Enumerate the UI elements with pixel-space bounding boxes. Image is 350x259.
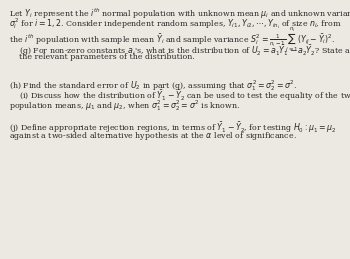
Text: against a two-sided alternative hypothesis at the $\alpha$ level of significance: against a two-sided alternative hypothes… (9, 130, 296, 141)
Text: (i) Discuss how the distribution of $\bar{Y}_1 - \bar{Y}_2$ can be used to test : (i) Discuss how the distribution of $\ba… (19, 88, 350, 103)
Text: (h) Find the standard error of $U_2$ in part (g), assuming that $\sigma_1^2 = \s: (h) Find the standard error of $U_2$ in … (9, 78, 297, 93)
Text: (g) For non-zero constants $a_i$'s, what is the distribution of $U_2 = a_1\bar{Y: (g) For non-zero constants $a_i$'s, what… (19, 44, 350, 58)
Text: $\sigma_i^2$ for $i = 1, 2$. Consider independent random samples, $Y_{i1}, Y_{i2: $\sigma_i^2$ for $i = 1, 2$. Consider in… (9, 16, 342, 31)
Text: population means, $\mu_1$ and $\mu_2$, when $\sigma_1^2 = \sigma_2^2 = \sigma^2$: population means, $\mu_1$ and $\mu_2$, w… (9, 98, 240, 113)
Text: the $i^{th}$ population with sample mean $\bar{Y}_i$ and sample variance $S_i^2 : the $i^{th}$ population with sample mean… (9, 26, 335, 55)
Text: Let $Y_i$ represent the $i^{th}$ normal population with unknown mean $\mu_i$ and: Let $Y_i$ represent the $i^{th}$ normal … (9, 6, 350, 21)
Text: the relevant parameters of the distribution.: the relevant parameters of the distribut… (19, 53, 195, 61)
Text: (j) Define appropriate rejection regions, in terms of $\bar{Y}_1 - \bar{Y}_2$, f: (j) Define appropriate rejection regions… (9, 120, 337, 135)
